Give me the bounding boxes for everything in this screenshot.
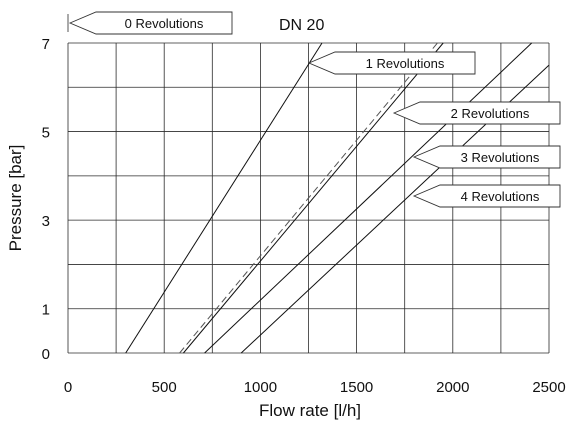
series-line	[179, 42, 438, 354]
x-tick-label: 1500	[340, 379, 373, 396]
y-tick-label: 5	[42, 125, 50, 142]
series-label: 3 Revolutions	[461, 150, 540, 165]
series-callout: 0 Revolutions	[67, 11, 233, 35]
callout-box	[307, 51, 476, 75]
series-label: 4 Revolutions	[461, 189, 540, 204]
series-callout: 1 Revolutions	[307, 51, 476, 75]
chart-grid	[67, 42, 550, 354]
series-line	[204, 42, 533, 354]
y-axis-title: Pressure [bar]	[6, 145, 25, 252]
x-tick-label: 0	[64, 379, 72, 396]
y-tick-label: 1	[42, 302, 50, 319]
callout-box	[68, 11, 233, 35]
x-tick-label: 2000	[436, 379, 469, 396]
series-callout: 2 Revolutions	[392, 101, 561, 125]
axis-ticks: 0 500 1000 1500 2000 2500 0 1 3 5 7	[42, 36, 566, 396]
series-label: 0 Revolutions	[125, 16, 204, 31]
callout-box	[392, 101, 561, 125]
series-line	[183, 42, 444, 354]
series-callout: 4 Revolutions	[412, 184, 561, 208]
callout-box	[412, 184, 561, 208]
series-callout: 3 Revolutions	[412, 145, 561, 169]
series-line	[125, 42, 323, 354]
series-label: 1 Revolutions	[366, 56, 445, 71]
x-tick-label: 2500	[532, 379, 565, 396]
x-tick-label: 1000	[244, 379, 277, 396]
x-axis-title: Flow rate [l/h]	[259, 401, 361, 420]
callout-box	[412, 145, 561, 169]
y-tick-label: 3	[42, 213, 50, 230]
series-callouts: 0 Revolutions 1 Revolutions 2 Revolutions 3…	[67, 11, 561, 208]
x-tick-label: 500	[152, 379, 177, 396]
y-tick-label: 0	[42, 346, 50, 363]
y-tick-label: 7	[42, 36, 50, 53]
series-label: 2 Revolutions	[451, 106, 530, 121]
chart-title: DN 20	[279, 17, 324, 34]
